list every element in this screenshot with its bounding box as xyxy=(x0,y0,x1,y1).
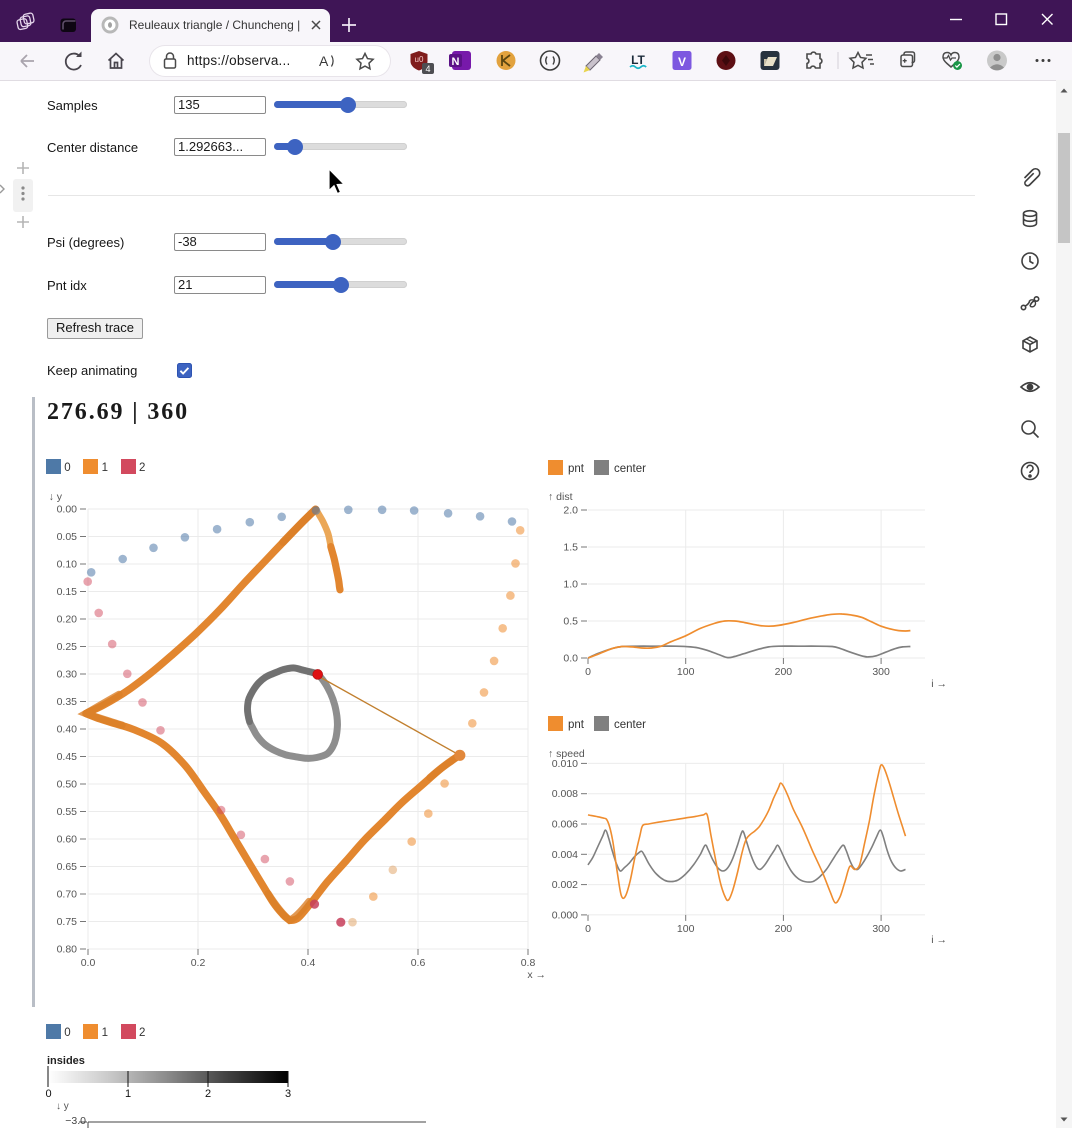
svg-text:0.006: 0.006 xyxy=(552,819,578,831)
svg-text:0.010: 0.010 xyxy=(552,758,578,770)
svg-text:0.65: 0.65 xyxy=(57,861,78,873)
svg-text:0.8: 0.8 xyxy=(521,957,536,969)
svg-text:pnt: pnt xyxy=(568,719,585,731)
svg-text:2.0: 2.0 xyxy=(563,505,578,517)
svg-text:i →: i → xyxy=(931,934,947,946)
svg-text:0.80: 0.80 xyxy=(57,944,78,956)
svg-text:1: 1 xyxy=(125,1088,131,1100)
svg-text:0.70: 0.70 xyxy=(57,889,78,901)
svg-text:0.004: 0.004 xyxy=(552,849,578,861)
svg-text:0.55: 0.55 xyxy=(57,806,78,818)
svg-text:center: center xyxy=(614,463,646,475)
svg-text:200: 200 xyxy=(775,923,793,935)
svg-text:0.5: 0.5 xyxy=(563,616,578,628)
svg-text:1.0: 1.0 xyxy=(563,579,578,591)
svg-text:LT: LT xyxy=(631,53,645,67)
svg-text:↑ dist: ↑ dist xyxy=(548,491,573,503)
svg-text:100: 100 xyxy=(677,666,695,678)
svg-text:0.50: 0.50 xyxy=(57,779,78,791)
svg-text:0.75: 0.75 xyxy=(57,916,78,928)
svg-text:−3.0: −3.0 xyxy=(65,1115,86,1127)
svg-text:3: 3 xyxy=(285,1088,291,1100)
svg-text:0.00: 0.00 xyxy=(57,504,78,516)
svg-text:x →: x → xyxy=(527,969,546,981)
svg-text:200: 200 xyxy=(775,666,793,678)
svg-text:0: 0 xyxy=(585,923,591,935)
svg-text:0.008: 0.008 xyxy=(552,788,578,800)
svg-text:100: 100 xyxy=(677,923,695,935)
svg-text:↓ y: ↓ y xyxy=(49,491,63,503)
svg-text:0.4: 0.4 xyxy=(301,957,316,969)
svg-text:0.15: 0.15 xyxy=(57,586,78,598)
svg-text:u0: u0 xyxy=(415,55,424,64)
svg-text:0.0: 0.0 xyxy=(563,653,578,665)
svg-text:V: V xyxy=(678,55,686,69)
svg-text:N: N xyxy=(452,56,460,68)
svg-text:0.10: 0.10 xyxy=(57,559,78,571)
svg-text:center: center xyxy=(614,719,646,731)
svg-text:↑ speed: ↑ speed xyxy=(548,748,585,760)
svg-text:0.45: 0.45 xyxy=(57,751,78,763)
svg-text:0.2: 0.2 xyxy=(191,957,206,969)
svg-text:A: A xyxy=(319,53,329,69)
svg-text:0.002: 0.002 xyxy=(552,879,578,891)
svg-text:0: 0 xyxy=(45,1088,51,1100)
svg-text:2: 2 xyxy=(205,1088,211,1100)
svg-text:0.6: 0.6 xyxy=(411,957,426,969)
svg-text:4: 4 xyxy=(425,64,430,74)
svg-text:0.30: 0.30 xyxy=(57,669,78,681)
svg-text:0.20: 0.20 xyxy=(57,614,78,626)
svg-text:0: 0 xyxy=(585,666,591,678)
svg-text:pnt: pnt xyxy=(568,463,585,475)
svg-text:0.05: 0.05 xyxy=(57,531,78,543)
svg-text:0.000: 0.000 xyxy=(552,909,578,921)
svg-text:300: 300 xyxy=(872,666,890,678)
svg-text:300: 300 xyxy=(872,923,890,935)
svg-text:i →: i → xyxy=(931,678,947,690)
svg-text:0.0: 0.0 xyxy=(81,957,96,969)
svg-text:0.25: 0.25 xyxy=(57,641,78,653)
svg-text:0.40: 0.40 xyxy=(57,724,78,736)
svg-text:1.5: 1.5 xyxy=(563,542,578,554)
svg-text:0.35: 0.35 xyxy=(57,696,78,708)
svg-text:0.60: 0.60 xyxy=(57,834,78,846)
